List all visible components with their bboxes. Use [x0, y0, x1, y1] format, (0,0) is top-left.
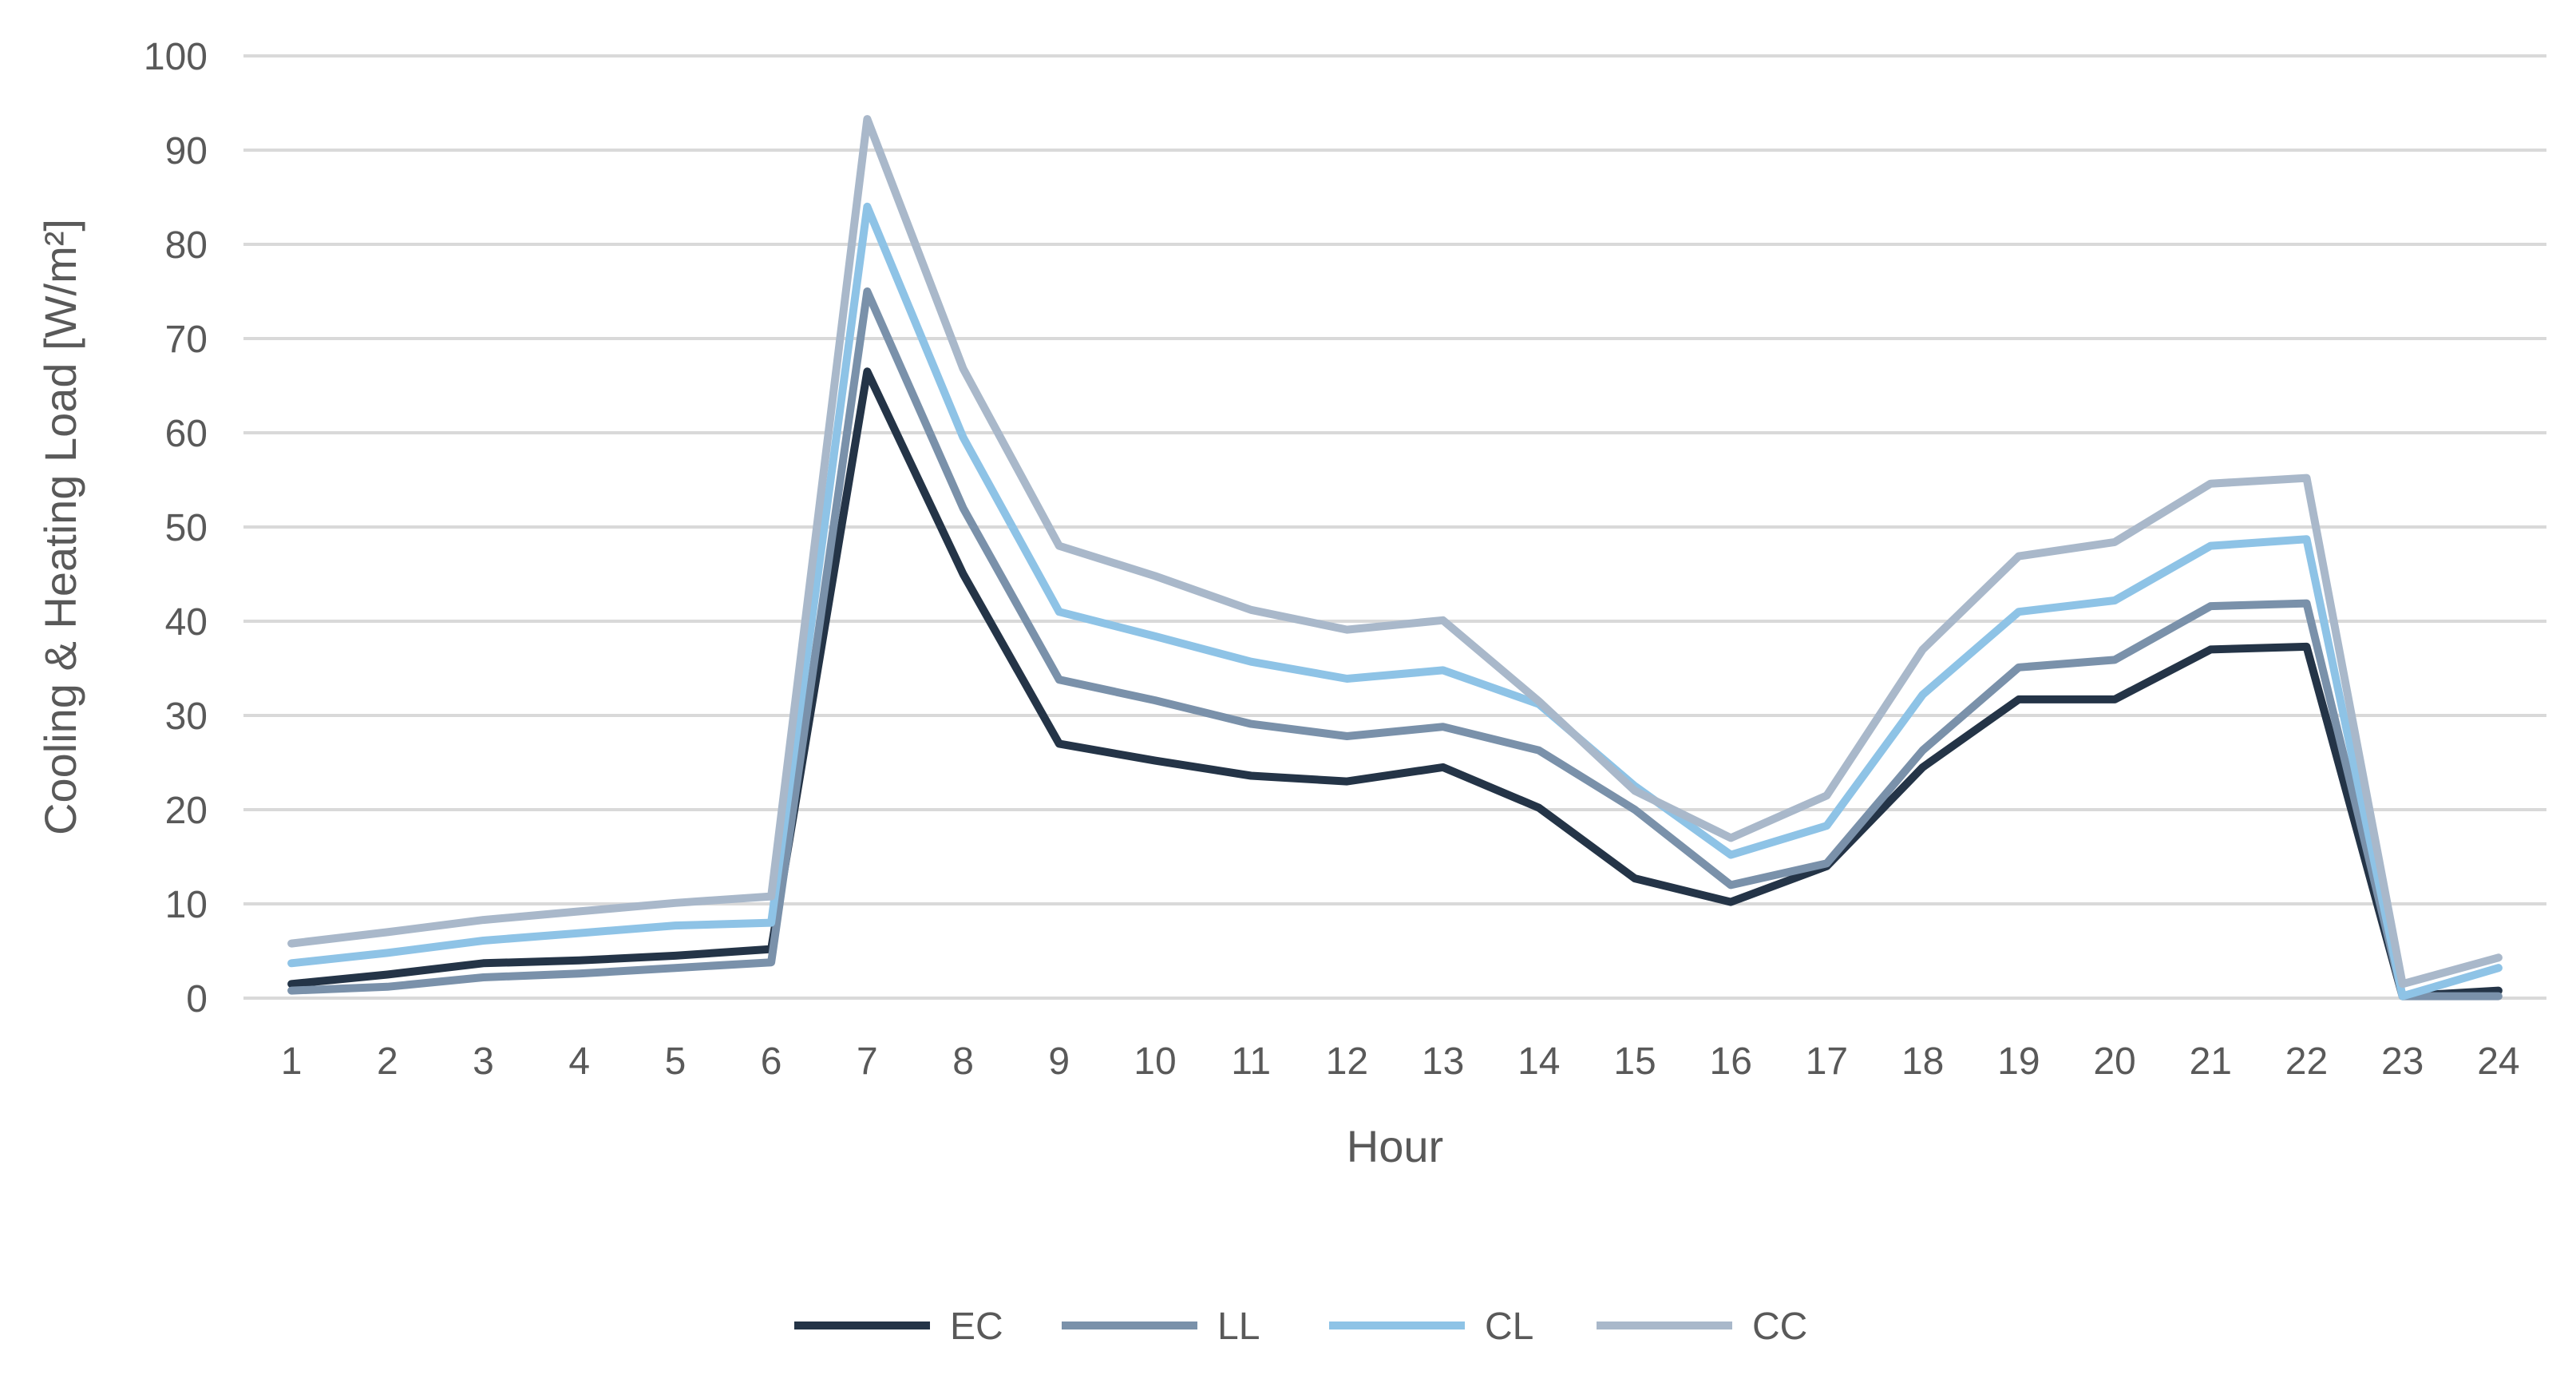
series-line-ll [287, 287, 2503, 1001]
legend-label-ll: LL [1217, 1306, 1260, 1348]
x-tick-label: 4 [568, 1040, 590, 1083]
x-tick-label: 14 [1518, 1040, 1560, 1083]
y-tick-label: 20 [165, 790, 208, 832]
x-tick-label: 6 [761, 1040, 782, 1083]
x-tick-label: 21 [2190, 1040, 2232, 1083]
y-tick-label: 0 [186, 978, 208, 1020]
y-tick-label: 100 [144, 36, 208, 78]
x-tick-label: 7 [857, 1040, 878, 1083]
y-tick-label: 90 [165, 130, 208, 172]
legend-label-cl: CL [1485, 1306, 1533, 1348]
x-tick-label: 16 [1710, 1040, 1752, 1083]
x-tick-label: 19 [1997, 1040, 2040, 1083]
legend-label-ec: EC [950, 1306, 1003, 1348]
y-tick-label: 60 [165, 413, 208, 455]
series-line-cc [287, 115, 2503, 989]
series-line-ec [287, 367, 2503, 1001]
x-tick-label: 24 [2477, 1040, 2519, 1083]
x-tick-label: 8 [952, 1040, 974, 1083]
y-tick-label: 30 [165, 695, 208, 738]
x-tick-label: 20 [2093, 1040, 2135, 1083]
x-tick-label: 17 [1806, 1040, 1848, 1083]
y-axis-title: Cooling & Heating Load [W/m²] [35, 219, 85, 835]
x-tick-label: 13 [1422, 1040, 1464, 1083]
x-tick-label: 3 [473, 1040, 494, 1083]
x-tick-label: 23 [2381, 1040, 2424, 1083]
x-tick-label: 15 [1613, 1040, 1656, 1083]
x-tick-label: 2 [377, 1040, 398, 1083]
x-axis-title: Hour [1347, 1121, 1443, 1171]
x-tick-label: 5 [665, 1040, 687, 1083]
x-tick-label: 1 [281, 1040, 303, 1083]
y-tick-label: 50 [165, 507, 208, 549]
y-tick-label: 80 [165, 224, 208, 267]
x-tick-label: 11 [1231, 1040, 1271, 1083]
gridlines [243, 54, 2546, 1000]
y-tick-label: 70 [165, 319, 208, 361]
legend-label-cc: CC [1752, 1306, 1807, 1348]
y-axis-ticks: 0 10 20 30 40 50 60 70 80 90 100 [144, 36, 208, 1020]
legend: EC LL CL CC [794, 1306, 1807, 1348]
series-line-cl [287, 202, 2503, 1001]
y-tick-label: 10 [165, 884, 208, 926]
x-tick-label: 10 [1134, 1040, 1176, 1083]
y-tick-label: 40 [165, 601, 208, 644]
x-axis-ticks: 1 2 3 4 5 6 7 8 9 10 11 12 13 14 15 16 17 18 19 20 21 22 23 24 [281, 1040, 2520, 1083]
x-tick-label: 18 [1901, 1040, 1944, 1083]
x-tick-label: 22 [2285, 1040, 2328, 1083]
series-lines [287, 115, 2503, 1001]
x-tick-label: 9 [1048, 1040, 1070, 1083]
x-tick-label: 12 [1326, 1040, 1368, 1083]
